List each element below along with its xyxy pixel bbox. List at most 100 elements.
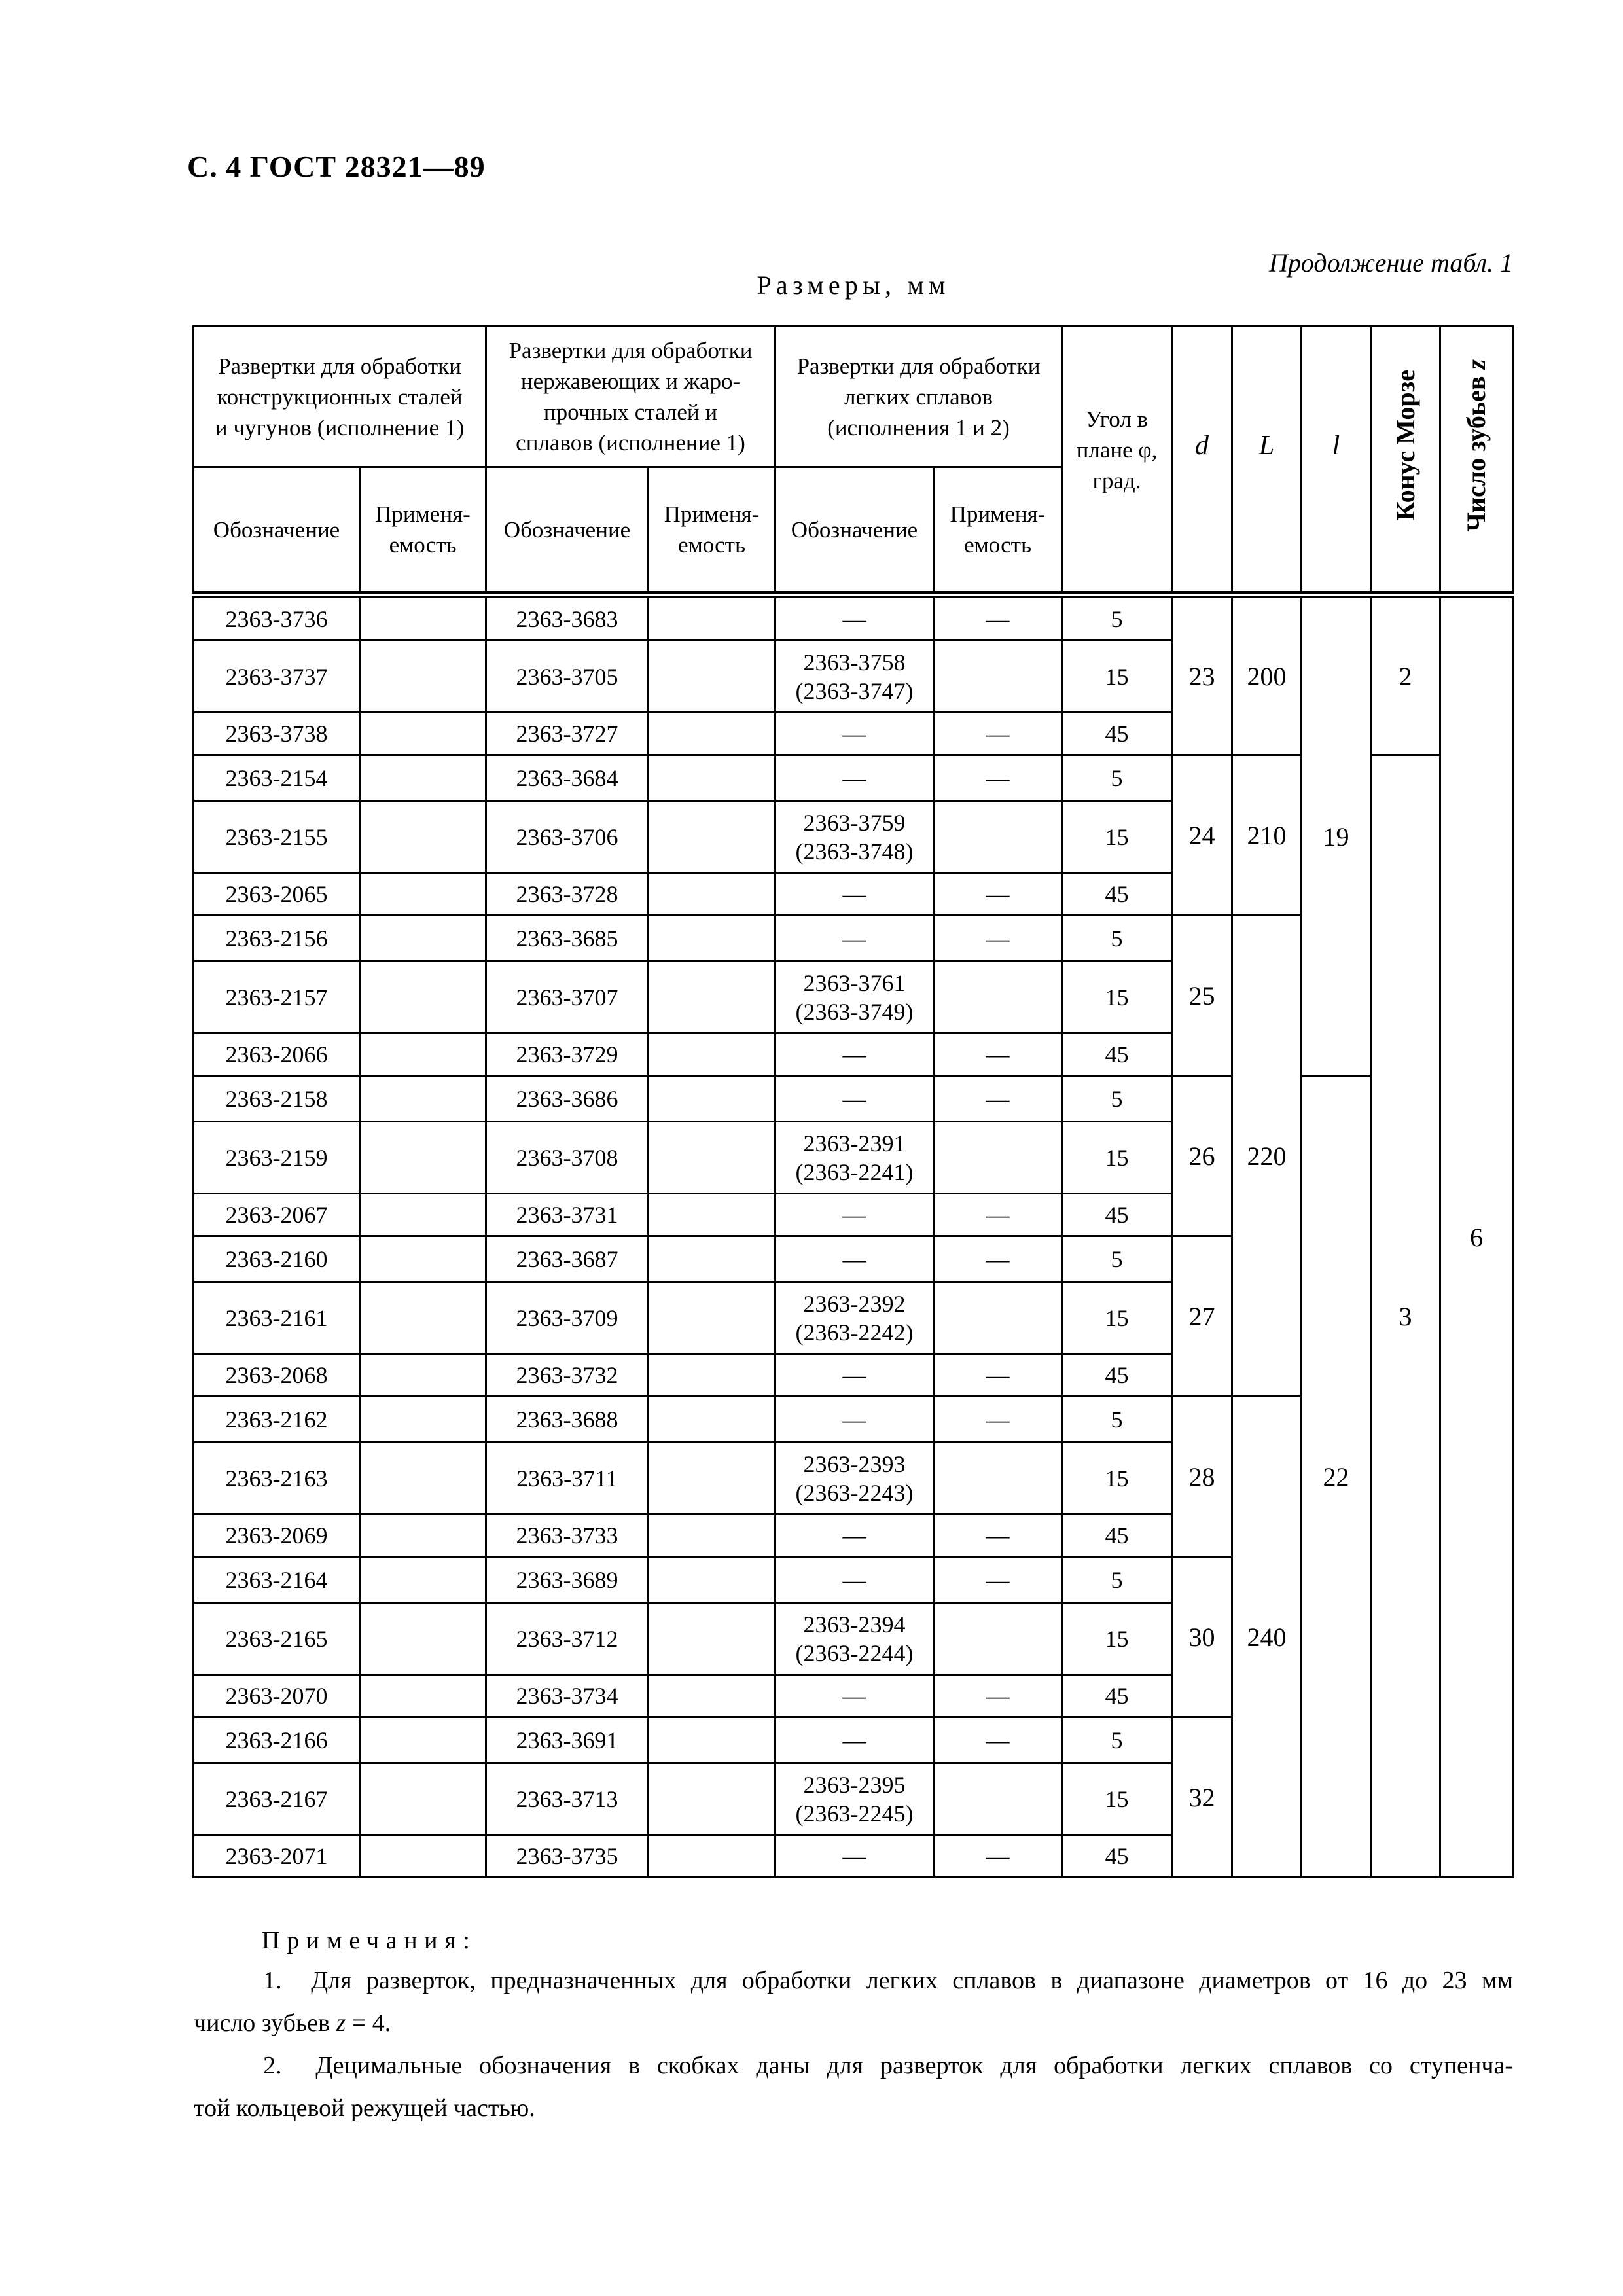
group-header-line: сплавов (исполнение 1): [516, 430, 745, 456]
applicability-cell: [359, 594, 487, 641]
designation-line: 2363-3758: [803, 649, 906, 675]
designation-stainless-cell: 2363-3705: [485, 639, 649, 713]
angle-cell: 45: [1061, 1193, 1173, 1237]
group-header-line: Развертки для обработки: [508, 338, 753, 363]
applicability-cell: [647, 1032, 776, 1077]
designation-line: 2363-3761: [803, 969, 906, 996]
angle-cell: 45: [1061, 1513, 1173, 1558]
applicability-cell: [359, 1834, 487, 1878]
subheader-designation: Обозначение: [192, 466, 361, 598]
designation-light-alloy-cell: —: [774, 1353, 935, 1397]
angle-cell: 45: [1061, 872, 1173, 916]
angle-cell: 45: [1061, 1353, 1173, 1397]
applicability-cell: —: [933, 1716, 1063, 1764]
designation-line: (2363-3748): [795, 838, 914, 865]
applicability-cell: [647, 1762, 776, 1836]
angle-cell: 5: [1061, 914, 1173, 962]
applicability-cell: —: [933, 711, 1063, 756]
applicability-cell: —: [933, 1513, 1063, 1558]
table-row: 2363-2162 2363-3688— —5 28 240: [192, 1395, 1513, 1878]
designation-stainless-cell: 2363-3729: [485, 1032, 649, 1077]
designation-light-alloy-cell: —: [774, 711, 935, 756]
angle-cell: 15: [1061, 1441, 1173, 1515]
column-header-L: L: [1231, 325, 1302, 598]
angle-cell: 15: [1061, 1762, 1173, 1836]
subheader-designation: Обозначение: [774, 466, 935, 598]
applicability-cell: [359, 1032, 487, 1077]
dim-d-cell: 30: [1171, 1556, 1233, 1718]
angle-cell: 5: [1061, 1556, 1173, 1604]
group-header-line: нержавеющих и жаро-: [520, 368, 741, 394]
designation-steel-cell: 2363-2159: [192, 1121, 361, 1194]
designation-steel-cell: 2363-2166: [192, 1716, 361, 1764]
designation-line: 2363-2394: [803, 1611, 906, 1638]
table-row: 2363-2165 2363-3712 2363-2394 (2363-2244) 15: [192, 1602, 1513, 1676]
applicability-cell: [647, 1441, 776, 1515]
designation-light-alloy-cell: —: [774, 1032, 935, 1077]
designation-light-alloy-cell: 2363-2391 (2363-2241): [774, 1121, 935, 1194]
designation-stainless-cell: 2363-3733: [485, 1513, 649, 1558]
designation-steel-cell: 2363-2070: [192, 1674, 361, 1718]
group-header-line: прочных сталей и: [543, 399, 718, 425]
note-1-z-symbol: z: [336, 2009, 346, 2037]
column-header-l: l: [1300, 325, 1372, 598]
note-1-line-1: 1. Для разверток, предназначенных для об…: [263, 1967, 1513, 1994]
applicability-cell: [647, 960, 776, 1034]
designation-steel-cell: 2363-2156: [192, 914, 361, 962]
designation-light-alloy-cell: 2363-2394 (2363-2244): [774, 1602, 935, 1676]
applicability-cell: [359, 800, 487, 874]
designation-steel-cell: 2363-2157: [192, 960, 361, 1034]
applicability-cell: [647, 914, 776, 962]
applicability-cell: [647, 872, 776, 916]
designation-line: (2363-3747): [795, 677, 914, 704]
dim-d-cell: 23: [1171, 594, 1233, 756]
designation-light-alloy-cell: —: [774, 872, 935, 916]
applicability-cell: —: [933, 1032, 1063, 1077]
units-caption: Размеры, мм: [757, 270, 950, 300]
designation-steel-cell: 2363-2155: [192, 800, 361, 874]
designation-stainless-cell: 2363-3686: [485, 1075, 649, 1122]
applicability-cell: [933, 1441, 1063, 1515]
table-row: 2363-2068 2363-3732— —45: [192, 1353, 1513, 1397]
designation-light-alloy-cell: —: [774, 1075, 935, 1122]
applicability-cell: —: [933, 1556, 1063, 1604]
applicability-cell: [359, 1762, 487, 1836]
column-header-angle: Угол в плане φ, град.: [1061, 325, 1173, 598]
teeth-count-label-text: Число зубьев: [1461, 369, 1491, 532]
designation-line: (2363-2245): [795, 1800, 914, 1827]
group-header-line: (исполнения 1 и 2): [827, 414, 1010, 440]
applicability-cell: [359, 711, 487, 756]
group-header-stainless-steels: Развертки для обработки нержавеющих и жа…: [485, 325, 776, 468]
table-row: 2363-2154 2363-3684— —5 24 210 3: [192, 754, 1513, 1878]
designation-stainless-cell: 2363-3687: [485, 1235, 649, 1283]
notes-section: Примечания: 1. Для разверток, предназнач…: [194, 1922, 1513, 2130]
angle-cell: 5: [1061, 754, 1173, 802]
applicability-cell: —: [933, 1235, 1063, 1283]
applicability-cell: [359, 1395, 487, 1443]
applicability-cell: [359, 1281, 487, 1355]
applicability-cell: [647, 1674, 776, 1718]
group-header-light-alloys: Развертки для обработки легких сплавов (…: [774, 325, 1063, 468]
designation-light-alloy-cell: —: [774, 1716, 935, 1764]
note-1-line-2: число зубьев z = 4.: [194, 2002, 1513, 2045]
designation-stainless-cell: 2363-3727: [485, 711, 649, 756]
group-header-line: легких сплавов: [844, 384, 993, 410]
designation-light-alloy-cell: —: [774, 1395, 935, 1443]
column-header-morse-taper: Конус Морзе: [1370, 325, 1441, 598]
applicability-cell: [359, 1193, 487, 1237]
applicability-cell: [359, 1075, 487, 1122]
designation-steel-cell: 2363-2066: [192, 1032, 361, 1077]
dim-l-cell: 22: [1300, 1075, 1372, 1878]
applicability-cell: —: [933, 594, 1063, 641]
teeth-count-symbol: z: [1461, 359, 1491, 370]
applicability-cell: [933, 1762, 1063, 1836]
angle-cell: 15: [1061, 639, 1173, 713]
applicability-cell: [647, 1281, 776, 1355]
applicability-cell: [359, 1556, 487, 1604]
designation-steel-cell: 2363-2164: [192, 1556, 361, 1604]
designation-light-alloy-cell: —: [774, 914, 935, 962]
table-row: 2363-2158 2363-3686— —5 26 22: [192, 1075, 1513, 1878]
applicability-cell: [359, 914, 487, 962]
applicability-cell: [647, 1395, 776, 1443]
